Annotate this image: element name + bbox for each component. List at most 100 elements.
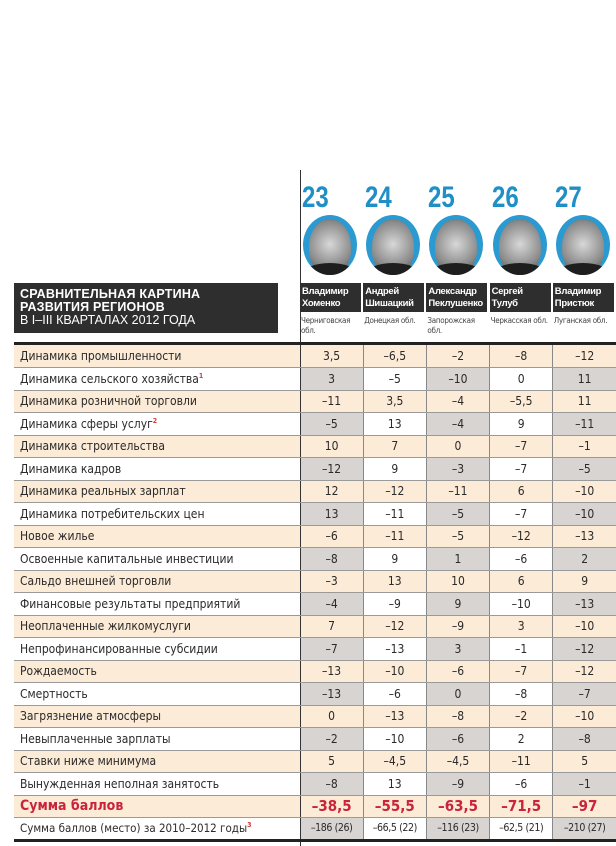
portrait-photo [492,215,547,275]
suit-shape [555,263,610,275]
table-row: Динамика сферы услуг2 –5 13 –4 9 –11 [14,412,616,436]
row-label: Вынужденная неполная занятость [14,772,301,796]
value-cell: –4,5 [425,750,490,773]
first-name: Андрей [365,286,399,297]
value-cell: 2 [552,547,616,571]
value-cell: –9 [425,772,490,796]
row-label-text: Новое жилье [20,529,95,544]
suit-shape [492,263,547,275]
value-cell: –12 [299,457,364,481]
row-label-text: Финансовые результаты предприятий [20,596,241,611]
value-cell: 12 [299,480,364,503]
row-label: Смертность [14,682,301,706]
governor-column: 26 Сергей Тулуб Черкасская обл. [489,183,552,325]
value-cell: 6 [489,570,553,593]
row-label-text: Динамика сферы услуг [20,416,153,431]
value-cell: –10 [552,615,616,638]
value-cell: –1 [552,435,616,458]
governor-column: 25 Александр Пеклушенко Запорожская обл. [426,181,488,335]
table-row: Сумма баллов –38,5 –55,5 –63,5 –71,5 –97 [14,795,616,818]
table-row: Динамика розничной торговли –11 3,5 –4 –5,5 1… [14,390,616,413]
portrait-photo [366,215,421,275]
governor-name: Сергей Тулуб [489,283,551,312]
last-name: Шишацкий [365,298,414,309]
value-cell: 9 [489,412,553,436]
value-cell: –6 [299,525,364,548]
governor-name: Владимир Пристюк [552,283,614,312]
row-label-text: Динамика кадров [20,461,122,476]
value-cell: –10 [552,502,616,526]
last-name: Тулуб [491,298,518,309]
value-cell: 0 [299,705,364,728]
table-row: Динамика промышленности 3,5 –6,5 –2 –8 –12 [14,345,616,368]
row-label: Освоенные капитальные инвестиции [14,547,301,571]
governor-column: 27 Владимир Пристюк Луганская обл. [552,183,615,325]
region-name: Донецкая обл. [364,316,416,325]
region-name: Луганская обл. [553,316,608,325]
table-row: Динамика строительства 10 7 0 –7 –1 [14,435,616,458]
row-label-text: Непрофинансированные субсидии [20,641,218,656]
title-line-1: СРАВНИТЕЛЬНАЯ КАРТИНА [20,287,201,301]
row-label: Сумма баллов (место) за 2010–2012 годы3 [14,817,301,842]
value-cell: –8 [425,705,490,728]
value-cell: –5 [552,457,616,481]
row-label-text: Невыплаченные зарплаты [20,731,171,746]
value-cell: –5 [425,525,490,548]
portrait-photo [429,215,484,275]
value-cell: –6 [489,547,553,571]
row-label: Сумма баллов [14,795,301,818]
value-cell: –3 [299,570,364,593]
value-cell: –7 [489,435,553,458]
table-row: Неоплаченные жилкомуслуги 7 –12 –9 3 –10 [14,615,616,638]
title-line-2: РАЗВИТИЯ РЕГИОНОВ [20,300,165,314]
row-label-text: Неоплаченные жилкомуслуги [20,619,191,634]
value-cell: –116 (23) [425,817,490,842]
value-cell: –12 [489,525,553,548]
row-label: Ставки ниже минимума [14,750,301,773]
row-label: Динамика реальных зарплат [14,480,301,503]
footnote-marker: 1 [198,371,204,380]
value-cell: –11 [299,390,364,413]
value-cell: –8 [299,772,364,796]
region-name: Черкасская обл. [490,316,549,325]
rank-number: 23 [302,181,329,214]
value-cell: –1 [552,772,616,796]
table-row: Невыплаченные зарплаты –2 –10 –6 2 –8 [14,727,616,751]
table-row: Финансовые результаты предприятий –4 –9 9 –1… [14,592,616,616]
value-cell: 3 [299,367,364,391]
value-cell: –12 [552,660,616,683]
value-cell: –10 [552,705,616,728]
value-cell: –8 [489,682,553,706]
value-cell: 9 [362,457,427,481]
last-name: Пеклушенко [428,298,483,309]
table-row: Сальдо внешней торговли –3 13 10 6 9 [14,570,616,593]
value-cell: 11 [552,390,616,413]
value-cell: –7 [552,682,616,706]
row-label: Динамика розничной торговли [14,390,301,413]
value-cell: 0 [425,435,490,458]
value-cell: –7 [489,502,553,526]
row-label-text: Сумма баллов (место) за 2010–2012 годы [20,821,248,836]
row-label: Динамика потребительских цен [14,502,301,526]
value-cell: 7 [299,615,364,638]
row-label: Невыплаченные зарплаты [14,727,301,751]
first-name: Сергей [491,286,524,297]
table-row: Вынужденная неполная занятость –8 13 –9 –6 –1 [14,772,616,796]
value-cell: 2 [489,727,553,751]
value-cell: –11 [552,412,616,436]
row-label-text: Освоенные капитальные инвестиции [20,551,234,566]
row-label-text: Сальдо внешней торговли [20,574,172,589]
row-label-text: Ставки ниже минимума [20,754,157,769]
value-cell: –5,5 [489,390,553,413]
value-cell: –6 [362,682,427,706]
rank-number: 25 [428,181,456,214]
value-cell: –5 [362,367,427,391]
value-cell: –2 [489,705,553,728]
value-cell: 5 [552,750,616,773]
value-cell: –10 [362,660,427,683]
value-cell: 10 [425,570,490,593]
value-cell: –97 [552,795,616,818]
table-row: Непрофинансированные субсидии –7 –13 3 –1 –12 [14,637,616,661]
value-cell: 6 [489,480,553,503]
value-cell: –12 [552,345,616,368]
